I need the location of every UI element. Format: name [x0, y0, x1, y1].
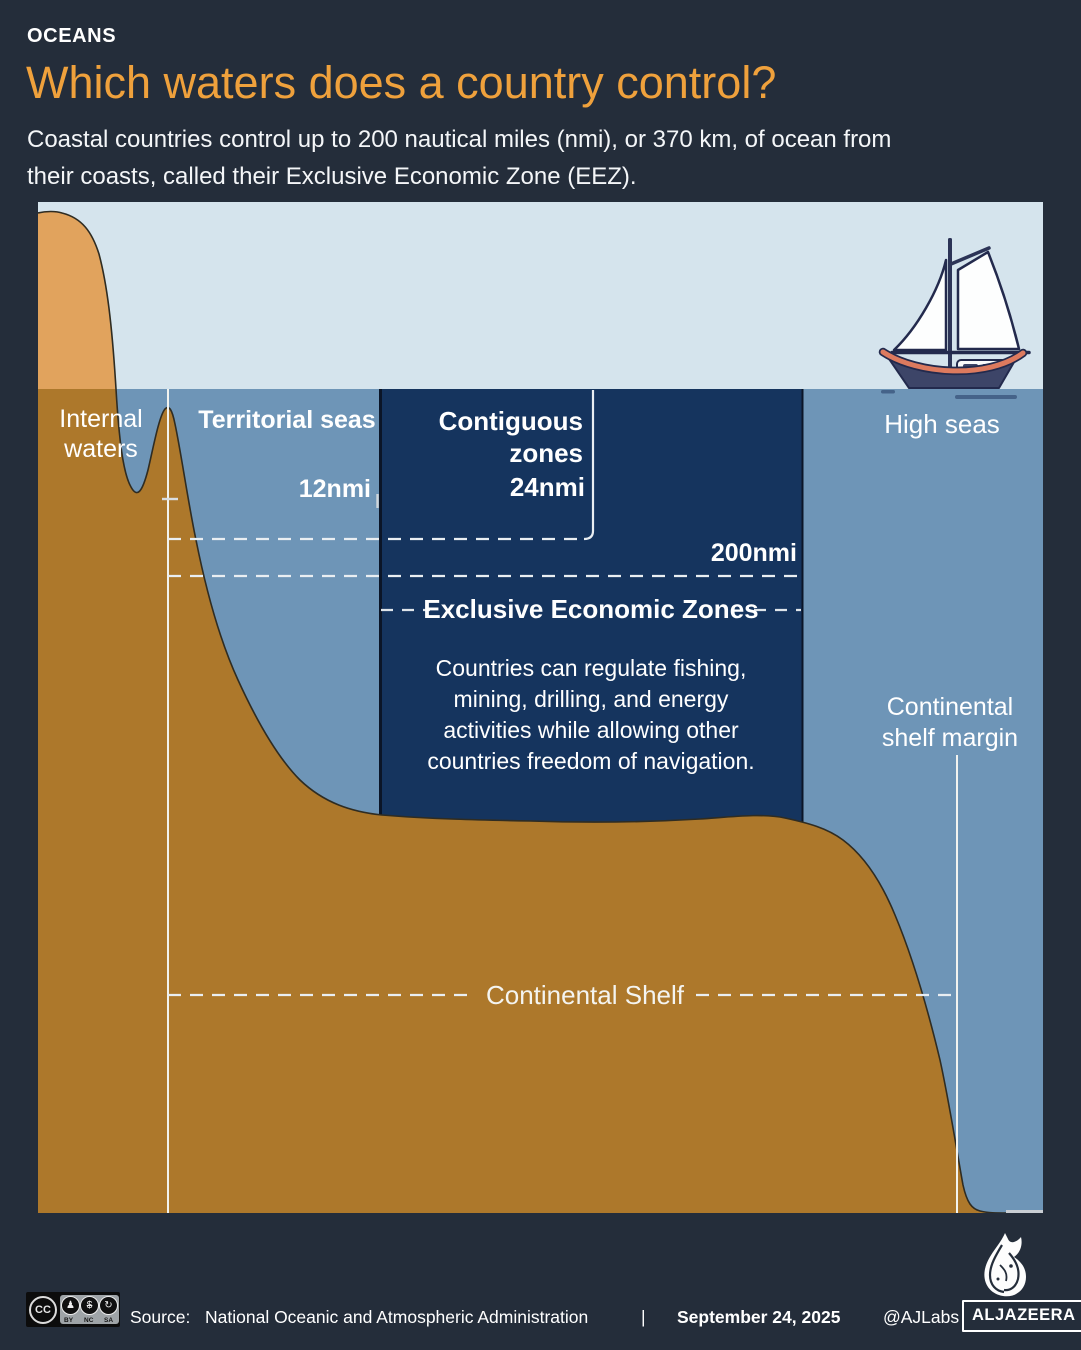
- cc-by-label: BY: [64, 1317, 74, 1324]
- label-continental-shelf: Continental Shelf: [485, 980, 685, 1010]
- aljazeera-wordmark: ALJAZEERA: [962, 1300, 1081, 1332]
- cc-nc-icon: $: [80, 1296, 99, 1315]
- diagram-graphics: [38, 202, 1043, 1213]
- section-kicker: OCEANS: [27, 25, 117, 47]
- cc-sa-label: SA: [104, 1317, 114, 1324]
- cc-license-panel: ♟ $ ↻ BY NC SA: [60, 1295, 119, 1324]
- label-contiguous-line2: zones: [509, 438, 583, 468]
- label-24nmi: 24nmi: [509, 472, 585, 502]
- label-12nmi: 12nmi: [298, 475, 371, 503]
- contiguous-zone-bracket: [583, 390, 595, 541]
- source-text: National Oceanic and Atmospheric Adminis…: [205, 1307, 589, 1327]
- cc-icon: CC: [29, 1295, 57, 1324]
- eez-description-line2: mining, drilling, and energy: [453, 686, 729, 712]
- eez-description-line1: Countries can regulate fishing,: [435, 655, 747, 681]
- landmass-outline: [38, 210, 1009, 1213]
- footer-date: September 24, 2025: [677, 1307, 841, 1327]
- eez-description-line3: activities while allowing other: [443, 717, 739, 743]
- label-internal-waters: Internal waters: [38, 404, 164, 464]
- cc-sa-icon: ↻: [99, 1296, 118, 1315]
- cc-by-icon: ♟: [61, 1296, 80, 1315]
- eez-description-line4: countries freedom of navigation.: [427, 748, 755, 774]
- aljazeera-logo-icon: [984, 1233, 1026, 1297]
- sky-region: [38, 202, 1043, 389]
- landmass: [38, 211, 1008, 1213]
- cc-nc-label: NC: [84, 1317, 94, 1324]
- ocean-zones-diagram: Internal waters Territorial seas 12nmi C…: [38, 202, 1043, 1213]
- shelf-margin-line2: shelf margin: [881, 724, 1019, 752]
- subtitle-line-2: their coasts, called their Exclusive Eco…: [27, 163, 637, 190]
- label-eez-title: Exclusive Economic Zones: [423, 594, 759, 624]
- subtitle-line-1: Coastal countries control up to 200 naut…: [27, 126, 892, 153]
- sailboat-icon: [878, 238, 1031, 399]
- footer-separator: |: [641, 1307, 646, 1327]
- label-internal-waters-line2: waters: [64, 435, 138, 463]
- footer-credit: @AJLabs: [883, 1307, 960, 1327]
- label-internal-waters-line1: Internal: [59, 405, 143, 433]
- label-eez-description: Countries can regulate fishing, mining, …: [406, 653, 776, 777]
- label-200nmi: 200nmi: [710, 539, 797, 567]
- label-territorial-seas: Territorial seas: [198, 406, 376, 434]
- label-contiguous-line1: Contiguous: [438, 406, 583, 436]
- page-title: Which waters does a country control?: [26, 57, 777, 108]
- label-continental-shelf-margin: Continental shelf margin: [870, 692, 1030, 754]
- shelf-margin-line1: Continental: [886, 693, 1014, 721]
- landmass-above-water: [38, 211, 116, 389]
- label-contiguous-zones: Contiguous zones: [423, 405, 583, 469]
- source-label: Source:: [130, 1307, 191, 1327]
- page-subtitle: Coastal countries control up to 200 naut…: [27, 121, 891, 195]
- creative-commons-badge: CC ♟ $ ↻ BY NC SA: [26, 1292, 120, 1327]
- label-high-seas: High seas: [884, 409, 1000, 439]
